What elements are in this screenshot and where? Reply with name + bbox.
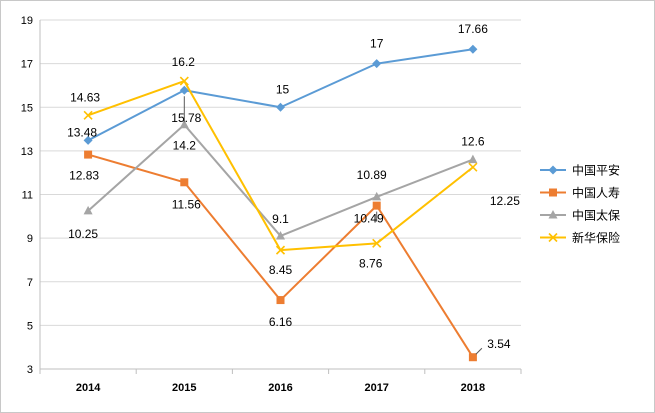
data-label: 17.66 — [458, 22, 488, 36]
data-point — [83, 205, 93, 215]
legend-marker — [548, 165, 558, 175]
data-point — [276, 296, 285, 305]
data-label: 15 — [276, 82, 290, 96]
data-label: 14.2 — [173, 139, 197, 153]
legend-marker — [549, 188, 557, 197]
data-label: 15.78 — [171, 111, 201, 125]
y-tick-label: 17 — [21, 59, 33, 71]
data-point — [372, 191, 382, 201]
x-marker-stroke — [468, 162, 478, 172]
y-tick-label: 7 — [27, 277, 33, 289]
data-point — [468, 44, 478, 54]
series-lines — [83, 44, 478, 362]
x-marker-stroke — [548, 232, 558, 243]
x-tick-label: 2016 — [268, 382, 292, 394]
x-tick-label: 2018 — [461, 382, 485, 394]
x-tick-label: 2017 — [364, 382, 388, 394]
x-marker-stroke — [179, 76, 189, 86]
data-point — [179, 85, 189, 95]
data-label: 10.25 — [68, 227, 98, 241]
data-label: 8.76 — [359, 256, 383, 270]
x-axis: 2014 2015 2016 2017 2018 — [39, 368, 522, 394]
data-label: 10.49 — [354, 212, 384, 226]
x-marker-stroke — [275, 245, 286, 255]
legend-item: 中国平安 — [540, 163, 620, 178]
legend-label: 中国平安 — [572, 163, 620, 178]
data-point — [83, 135, 93, 145]
legend-item: 中国人寿 — [540, 185, 620, 200]
data-point — [275, 245, 286, 255]
data-labels: 13.48 15.78 15 17 17.66 12.83 11.56 6.16 10.49 3.… — [67, 22, 520, 351]
data-label: 9.1 — [272, 212, 289, 226]
data-label: 3.54 — [487, 337, 511, 351]
data-point — [372, 59, 382, 69]
label-leader-lines — [183, 96, 483, 355]
y-tick-label: 13 — [21, 146, 33, 158]
data-point — [179, 119, 189, 129]
data-label: 13.48 — [67, 125, 97, 139]
data-point — [276, 230, 285, 240]
x-tick-label: 2015 — [172, 382, 196, 394]
data-label: 6.16 — [269, 315, 293, 329]
data-label: 12.83 — [69, 169, 99, 183]
y-axis: 3 5 7 9 11 13 15 17 19 — [21, 15, 41, 376]
data-label: 8.45 — [269, 263, 293, 277]
y-tick-label: 15 — [21, 102, 33, 114]
x-tick-label: 2014 — [76, 382, 101, 394]
data-point — [468, 353, 477, 362]
data-point — [276, 102, 285, 112]
data-point — [179, 76, 189, 86]
data-label: 12.6 — [461, 135, 485, 149]
data-point — [468, 162, 478, 172]
data-label: 11.56 — [172, 197, 201, 211]
data-point — [180, 178, 189, 187]
y-tick-label: 9 — [27, 233, 33, 245]
data-label: 12.25 — [490, 194, 520, 208]
y-tick-label: 11 — [22, 190, 33, 202]
data-point — [372, 201, 381, 210]
label-leader-line — [475, 347, 483, 355]
data-point — [83, 110, 93, 120]
data-label: 16.2 — [172, 55, 196, 69]
legend-item: 新华保险 — [540, 230, 620, 245]
data-point — [468, 154, 478, 164]
legend-marker — [548, 232, 558, 243]
legend-label: 中国人寿 — [572, 185, 620, 200]
x-marker-stroke — [372, 238, 382, 248]
data-label: 10.89 — [357, 168, 387, 182]
x-marker-stroke — [83, 110, 93, 120]
y-tick-label: 19 — [21, 15, 33, 27]
data-point — [84, 150, 93, 159]
data-label: 14.63 — [70, 90, 100, 104]
y-tick-label: 3 — [27, 364, 33, 376]
legend-label: 中国太保 — [572, 208, 620, 223]
data-point — [372, 238, 382, 248]
legend-marker — [548, 210, 558, 219]
y-tick-label: 5 — [27, 320, 33, 332]
legend-item: 中国太保 — [540, 208, 620, 223]
data-label: 17 — [370, 37, 384, 51]
legend-label: 新华保险 — [572, 230, 620, 245]
